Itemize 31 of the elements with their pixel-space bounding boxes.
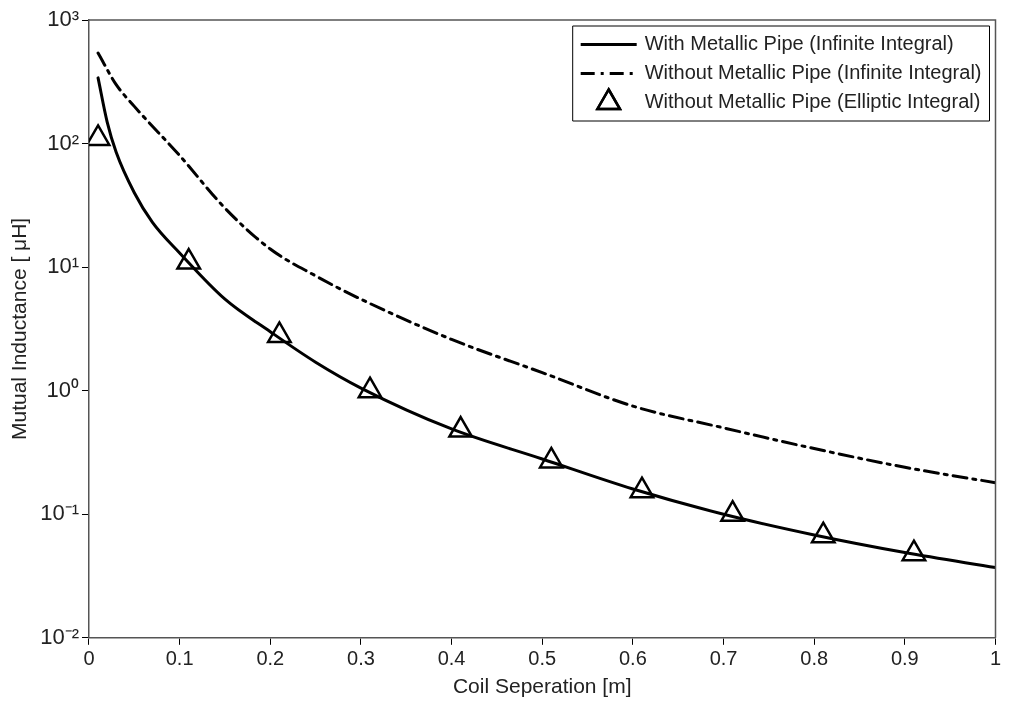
y-tick-label: 10²: [47, 129, 79, 155]
y-tick-label: 10⁰: [46, 376, 79, 402]
x-tick-label: 0.1: [165, 647, 194, 670]
x-tick-label: 0.3: [347, 647, 375, 670]
x-tick-label: 1: [989, 647, 1002, 670]
point: [901, 539, 927, 562]
x-tick-label: 0: [83, 647, 95, 670]
legend-label: With Metallic Pipe (Infinite Integral): [644, 32, 954, 55]
y-axis-title: Mutual Inductance [ μH]: [7, 217, 31, 441]
point: [720, 499, 746, 522]
legend-label: Without Metallic Pipe (Elliptic Integral): [644, 90, 981, 113]
legend-label: Without Metallic Pipe (Infinite Integral): [644, 61, 982, 84]
point: [266, 321, 292, 344]
y-tick-label: 10¹: [47, 253, 79, 279]
x-tick-label: 0.5: [528, 647, 557, 670]
point: [538, 446, 564, 469]
x-tick-label: 0.8: [800, 647, 829, 670]
x-tick-label: 0.9: [890, 647, 919, 670]
point: [448, 415, 474, 438]
x-axis-title: Coil Seperation [m]: [452, 674, 632, 698]
point: [176, 247, 202, 270]
point: [629, 476, 655, 499]
point: [357, 376, 383, 399]
x-tick-label: 0.4: [437, 647, 466, 670]
y-tick-label: 10³: [47, 6, 79, 32]
point: [810, 521, 836, 544]
y-tick-label: 10⁻²: [40, 623, 79, 649]
y-tick-label: 10⁻¹: [40, 500, 79, 526]
x-tick-label: 0.7: [709, 647, 738, 670]
x-tick-label: 0.6: [618, 647, 647, 670]
x-tick-label: 0.2: [256, 647, 285, 670]
